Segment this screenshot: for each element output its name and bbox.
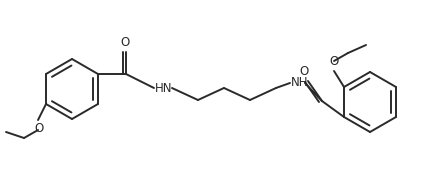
Text: O: O [299,65,308,78]
Text: O: O [120,36,130,49]
Text: O: O [34,122,44,135]
Text: HN: HN [155,82,173,95]
Text: NH: NH [291,77,308,89]
Text: O: O [329,55,339,68]
